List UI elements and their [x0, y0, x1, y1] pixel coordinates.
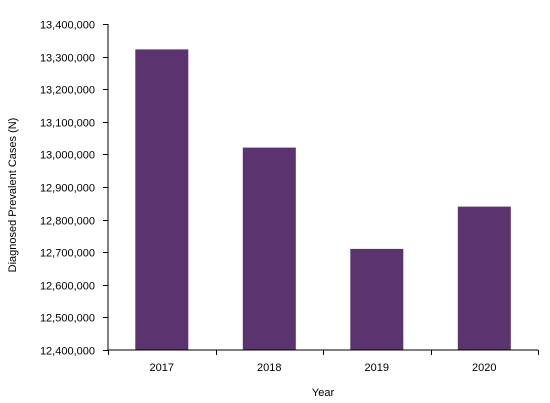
y-tick-label: 12,900,000 [40, 183, 95, 195]
y-tick-label: 13,000,000 [40, 150, 95, 162]
bars [135, 49, 511, 351]
x-tick-label: 2017 [150, 362, 174, 374]
y-tick-label: 12,700,000 [40, 248, 95, 260]
x-axis-ticks: 2017 2018 2019 2020 [108, 350, 539, 374]
y-tick-label: 13,300,000 [40, 53, 95, 65]
x-tick-label: 2018 [257, 362, 281, 374]
y-tick-label: 13,400,000 [40, 20, 95, 32]
y-tick-label: 13,200,000 [40, 85, 95, 97]
x-tick-label: 2020 [472, 362, 496, 374]
y-tick-label: 12,400,000 [40, 346, 95, 358]
y-tick-label: 12,500,000 [40, 313, 95, 325]
x-tick-label: 2019 [365, 362, 389, 374]
bar-2018 [242, 147, 296, 350]
y-tick-label: 13,100,000 [40, 118, 95, 130]
y-tick-label: 12,600,000 [40, 281, 95, 293]
bar-2020 [457, 206, 511, 350]
bar-2019 [350, 248, 404, 350]
y-tick-label: 12,800,000 [40, 216, 95, 228]
x-axis-title: Year [312, 387, 335, 399]
bar-2017 [135, 49, 189, 351]
y-axis-title: Diagnosed Prevalent Cases (N) [7, 118, 19, 273]
y-axis-ticks: 12,400,000 12,500,000 12,600,000 12,700,000… [40, 20, 108, 358]
